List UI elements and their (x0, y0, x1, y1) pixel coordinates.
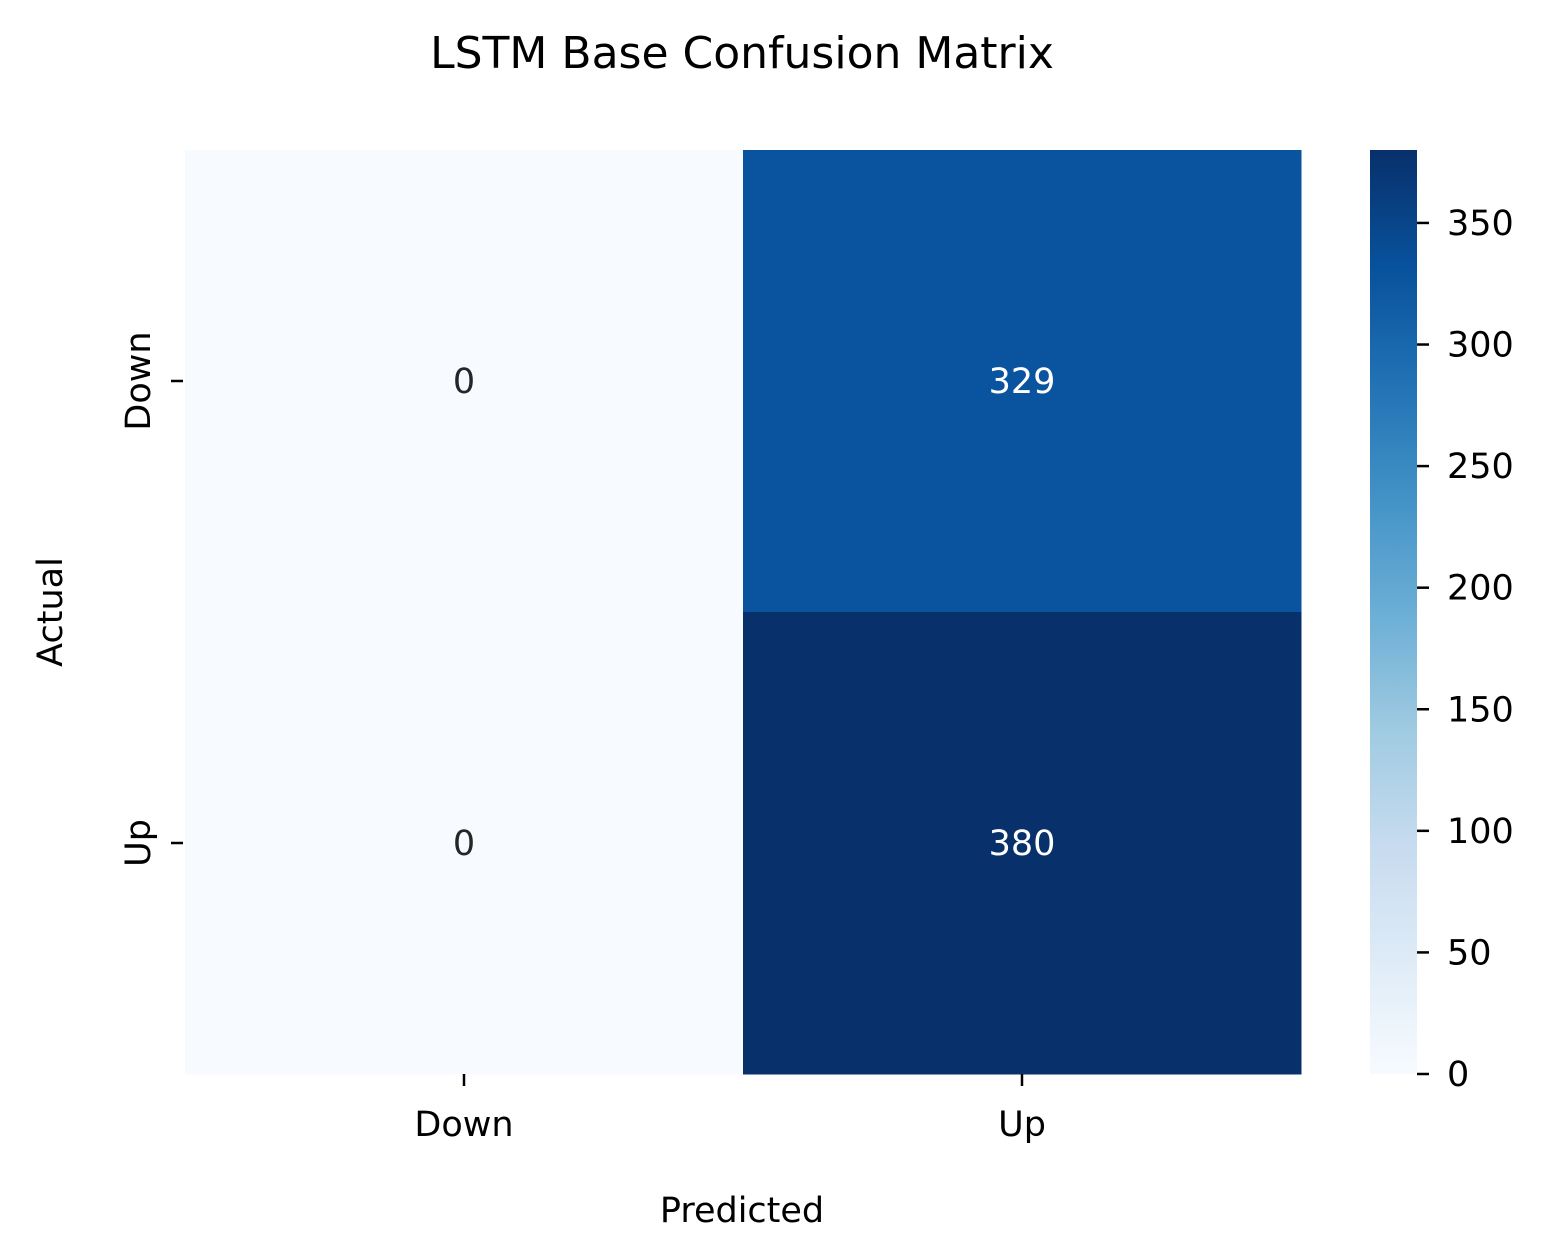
y-axis: Down Up (119, 331, 183, 867)
colorbar-tick-label: 350 (1447, 204, 1514, 244)
cell-value-label: 380 (989, 824, 1056, 864)
heatmap-cell (185, 612, 744, 1075)
colorbar-axis: 0 50 100 150 200 250 300 350 (1417, 204, 1514, 1095)
colorbar-tick-label: 300 (1447, 326, 1514, 366)
colorbar-tick-label: 50 (1447, 933, 1492, 973)
colorbar-tick-label: 200 (1447, 569, 1514, 609)
x-axis: Down Up (414, 1074, 1046, 1145)
cell-value-label: 0 (453, 824, 475, 864)
x-axis-label: Predicted (660, 1191, 824, 1231)
heatmap-cell (185, 150, 744, 613)
y-tick-label: Up (119, 819, 159, 867)
colorbar-tick-label: 0 (1447, 1055, 1469, 1095)
y-tick-label: Down (119, 331, 159, 430)
heatmap-cell (743, 150, 1302, 613)
cell-value-label: 329 (989, 362, 1056, 402)
cell-value-label: 0 (453, 362, 475, 402)
x-tick-label: Up (998, 1105, 1046, 1145)
heatmap-cell (743, 612, 1302, 1075)
heatmap-cells (185, 150, 1302, 1075)
colorbar-tick-label: 100 (1447, 812, 1514, 852)
cell-annotations: 0 329 0 380 (453, 362, 1056, 864)
colorbar (1370, 150, 1417, 1074)
y-axis-label: Actual (31, 557, 71, 667)
colorbar-tick-label: 150 (1447, 690, 1514, 730)
x-tick-label: Down (414, 1105, 513, 1145)
chart-title: LSTM Base Confusion Matrix (430, 28, 1054, 79)
colorbar-tick-label: 250 (1447, 447, 1514, 487)
